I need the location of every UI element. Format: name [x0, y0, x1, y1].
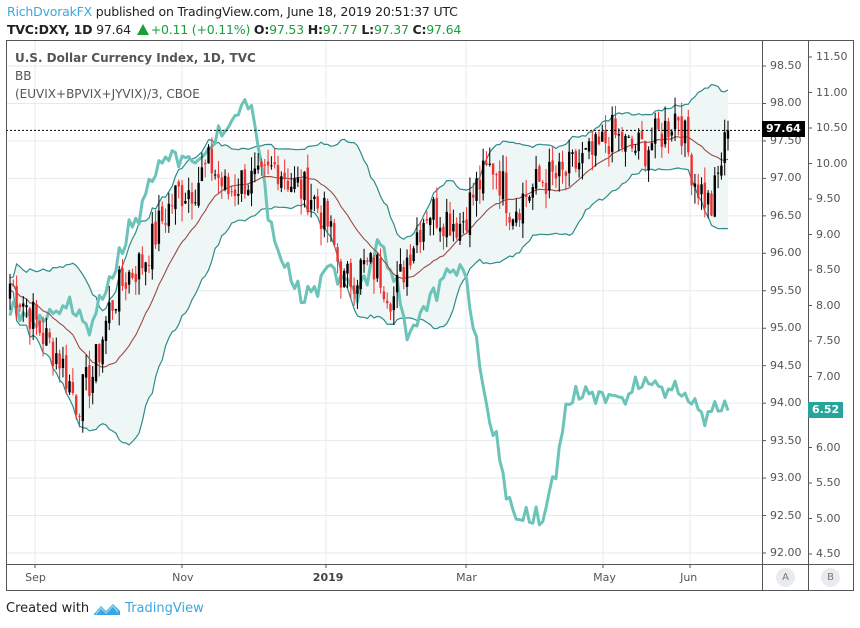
axis-b-tick-label: 5.50 — [816, 476, 841, 489]
footer: Created with TradingView — [6, 601, 204, 616]
axis-b-tick-label: 4.50 — [816, 547, 841, 560]
axis-b-tick-label: 7.50 — [816, 334, 841, 347]
published-text: published on TradingView.com, June 18, 2… — [92, 4, 458, 19]
low-value: 97.37 — [373, 22, 409, 37]
time-axis-label: Jun — [680, 571, 698, 584]
axis-b-tick-label: 8.50 — [816, 263, 841, 276]
axis-a-tick-label: 94.50 — [770, 358, 802, 372]
created-with-text: Created with — [6, 601, 90, 616]
axis-b-tick-label: 6.00 — [816, 440, 841, 454]
axis-b-tick-label: 10.00 — [816, 156, 848, 170]
axis-b-button[interactable]: B — [821, 568, 840, 587]
axis-a-tick-label: 97.00 — [770, 171, 802, 185]
axis-a-tick-label: 94.00 — [770, 396, 802, 410]
axis-b-tick-label: 9.00 — [816, 227, 841, 241]
axis-a-tick-label: 97.50 — [770, 133, 802, 147]
axis-a-tick-label: 93.00 — [770, 471, 802, 485]
legend-overlay: (EUVIX+BPVIX+JYVIX)/3, CBOE — [15, 87, 200, 101]
tradingview-brand-link[interactable]: TradingView — [125, 601, 204, 616]
axis-a-tick-label: 92.50 — [770, 508, 802, 522]
high-value: 97.77 — [322, 22, 358, 37]
author-link[interactable]: RichDvorakFX — [7, 4, 93, 19]
axis-a-tick-label: 98.00 — [770, 96, 802, 110]
axis-b-tick-label: 9.50 — [816, 192, 841, 205]
axis-b-tick-label: 11.50 — [816, 50, 848, 63]
time-axis-label: Sep — [25, 571, 46, 584]
open-value: 97.53 — [269, 22, 304, 37]
time-axis-label: 2019 — [312, 571, 344, 584]
axis-a-tick-label: 92.00 — [770, 545, 802, 559]
legend-indicator: BB — [15, 69, 32, 83]
last-price: 97.64 — [96, 22, 131, 37]
axis-b-tick-label: 7.00 — [816, 369, 841, 383]
axis-b-tick-label: 11.00 — [816, 85, 848, 99]
legend-main-series: U.S. Dollar Currency Index, 1D, TVC — [15, 51, 256, 65]
time-axis-label: May — [593, 571, 616, 584]
axis-a-tick-label: 93.50 — [770, 433, 802, 447]
axis-b-tick-label: 8.00 — [816, 298, 841, 312]
axis-b-tick-label: 5.00 — [816, 511, 841, 525]
open-label: O: — [253, 22, 270, 37]
tradingview-logo-icon — [94, 603, 121, 615]
axis-a-tick-label: 96.00 — [770, 246, 802, 260]
close-label: C: — [412, 22, 427, 37]
last-price-tag: 97.64 — [762, 121, 805, 137]
close-value: 97.64 — [426, 22, 462, 37]
low-label: L: — [361, 22, 374, 37]
price-change: +0.11 (+0.11%) — [150, 22, 251, 37]
axis-a-button[interactable]: A — [776, 568, 795, 587]
symbol-label: TVC:DXY, 1D — [7, 22, 93, 37]
axis-a-tick-label: 98.50 — [770, 59, 802, 72]
overlay-last-value-tag: 6.52 — [808, 402, 844, 418]
high-label: H: — [307, 22, 323, 37]
axis-a-tick-label: 95.00 — [770, 321, 802, 335]
axis-a-tick-label: 95.50 — [770, 283, 802, 297]
time-axis-label: Nov — [172, 571, 194, 584]
time-axis-label: Mar — [456, 571, 477, 584]
up-arrow-icon — [136, 24, 149, 35]
symbol-info: TVC:DXY, 1D 97.64 +0.11 (+0.11%) O:97.53… — [7, 22, 461, 37]
axis-a-tick-label: 96.50 — [770, 208, 802, 222]
publish-info: RichDvorakFX published on TradingView.co… — [7, 4, 458, 19]
axis-b-tick-label: 10.50 — [816, 121, 848, 134]
